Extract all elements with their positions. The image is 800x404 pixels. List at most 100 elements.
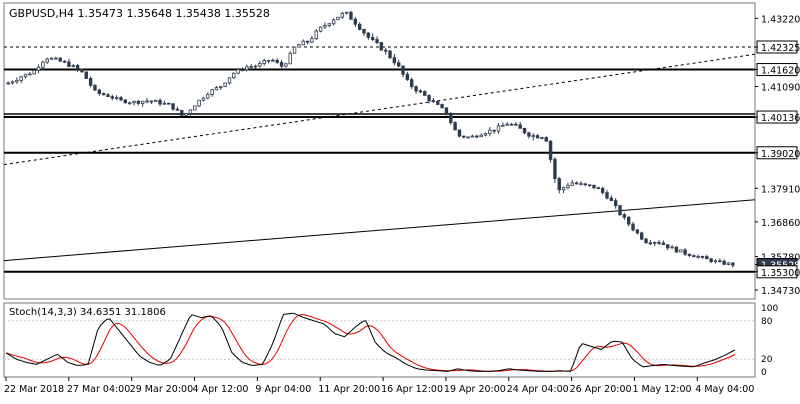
candle	[718, 258, 722, 263]
candle	[470, 134, 475, 138]
candle	[605, 189, 609, 200]
candle	[492, 129, 496, 134]
candle	[132, 100, 136, 106]
candle	[54, 56, 58, 60]
candle	[436, 100, 440, 105]
x-tick-label: 22 Mar 2018	[4, 384, 64, 395]
x-tick-label: 4 Apr 12:00	[193, 384, 249, 395]
candle	[227, 77, 232, 85]
candle	[375, 36, 379, 45]
candle	[41, 60, 45, 71]
candle	[626, 216, 631, 227]
candle	[587, 184, 592, 187]
candle	[366, 32, 371, 40]
candle	[349, 10, 353, 20]
y-tick-label: 1.35780	[761, 252, 800, 263]
candle	[266, 59, 271, 64]
candle	[462, 135, 466, 139]
candle	[540, 136, 544, 140]
candle	[10, 80, 15, 85]
candle	[423, 90, 427, 96]
y-tick-label: 1.37910	[761, 184, 800, 195]
candle	[397, 59, 401, 68]
candle	[62, 60, 67, 64]
candle	[431, 97, 436, 103]
candle	[297, 43, 301, 48]
candle	[479, 133, 483, 138]
candle	[440, 103, 444, 109]
candle	[167, 102, 171, 105]
y-tick-label: 1.34730	[761, 286, 800, 297]
chart-title: GBPUSD,H4 1.35473 1.35648 1.35438 1.3552…	[9, 7, 270, 20]
candle	[262, 58, 266, 66]
candle	[45, 57, 49, 64]
candle	[23, 73, 28, 79]
stoch-signal-line	[5, 313, 736, 372]
candle	[722, 259, 726, 266]
candle	[323, 22, 327, 30]
candle	[140, 100, 145, 107]
candle	[67, 58, 71, 68]
candle	[557, 176, 561, 194]
candle	[331, 18, 336, 26]
candle	[292, 46, 297, 54]
candle	[15, 77, 19, 84]
stoch-y-tick: 20	[761, 355, 773, 365]
x-tick-label: 4 May 04:00	[695, 384, 754, 395]
candle	[370, 33, 375, 42]
candle	[275, 58, 279, 64]
candle	[583, 183, 587, 187]
candle	[496, 122, 501, 134]
x-tick-label: 1 May 12:00	[632, 384, 691, 395]
candle	[544, 136, 548, 142]
candle	[136, 100, 141, 106]
candle	[635, 228, 640, 235]
candle	[379, 41, 384, 51]
candle	[392, 53, 397, 66]
candle	[201, 96, 206, 102]
candle	[75, 63, 80, 73]
candle	[253, 64, 258, 69]
candle	[579, 181, 583, 186]
candle	[640, 231, 644, 241]
candle	[683, 248, 687, 257]
candle	[618, 204, 622, 216]
y-tick-label: 1.41620	[761, 66, 800, 77]
candle	[101, 92, 106, 96]
candle	[657, 240, 661, 245]
candle	[449, 111, 453, 125]
candle	[388, 49, 392, 59]
candle	[193, 105, 197, 111]
candle	[19, 75, 23, 84]
candle	[509, 122, 514, 126]
candle	[700, 255, 705, 259]
candle	[648, 239, 653, 246]
candle	[305, 40, 310, 45]
candle	[353, 16, 358, 28]
stoch-y-tick: 80	[761, 317, 773, 327]
x-tick-label: 9 Apr 04:00	[255, 384, 311, 395]
candle	[249, 63, 253, 70]
y-tick-label: 1.42325	[761, 43, 800, 54]
candle	[154, 99, 158, 102]
candle	[301, 39, 305, 46]
candle	[531, 133, 535, 141]
price-pane-frame	[3, 2, 756, 300]
stoch-main-line	[5, 312, 736, 372]
candle	[418, 89, 423, 94]
candle	[362, 28, 366, 36]
candle	[271, 58, 275, 62]
candle	[258, 60, 262, 68]
candle	[123, 98, 128, 104]
trendline-1[interactable]	[3, 199, 756, 262]
candle	[696, 254, 700, 259]
candle	[644, 237, 648, 244]
candle	[327, 23, 331, 28]
candle	[171, 103, 175, 111]
candle	[344, 11, 349, 15]
candle	[731, 262, 735, 268]
trendline-0[interactable]	[3, 53, 756, 166]
candle	[175, 106, 180, 111]
candle	[674, 246, 679, 253]
candle	[127, 101, 132, 105]
